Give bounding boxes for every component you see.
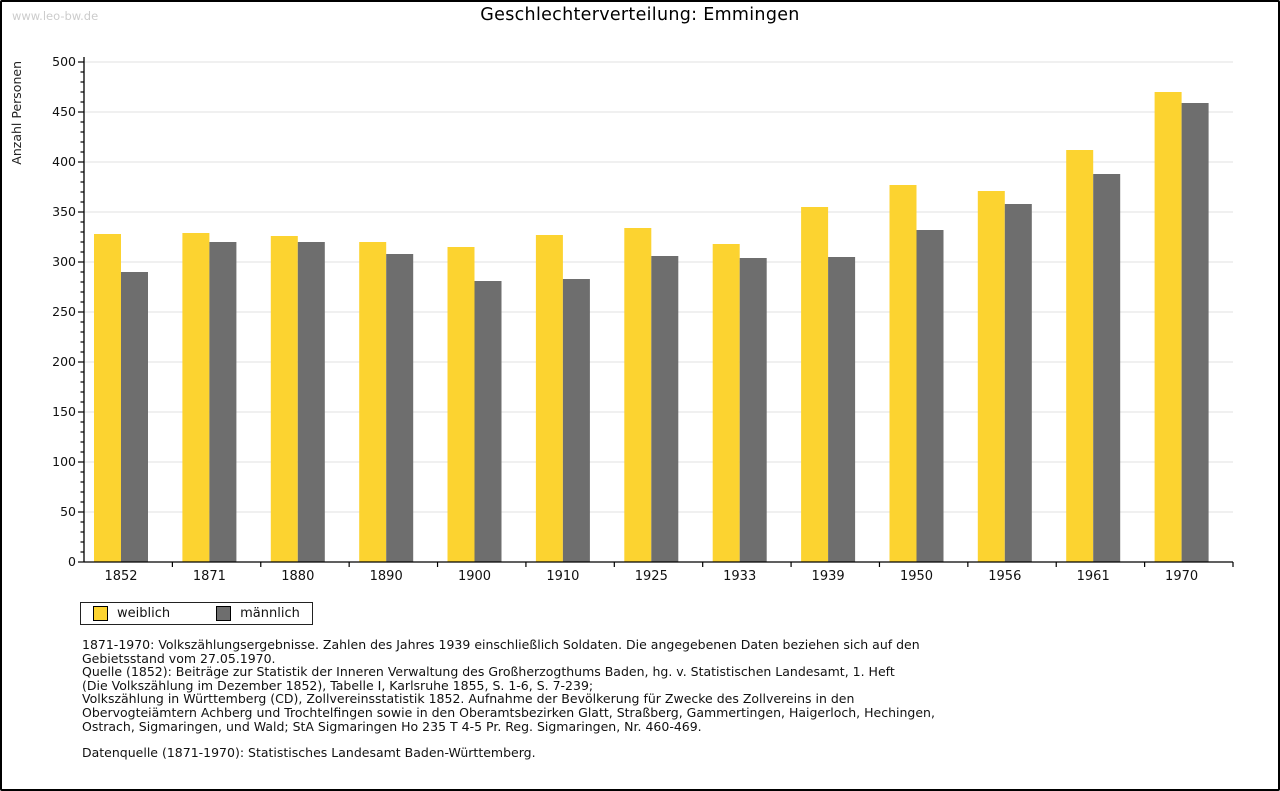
bar-weiblich-1925 — [624, 228, 652, 562]
bar-weiblich-1961 — [1066, 150, 1094, 562]
y-tick-label: 50 — [60, 504, 76, 519]
bar-chart: 0 50 100 150 200 250 300 350 400 450 500 1852 1871 18… — [52, 54, 1234, 584]
bar-weiblich-1933 — [712, 244, 740, 562]
y-tick-label: 0 — [68, 554, 76, 569]
bar-weiblich-1890 — [359, 242, 387, 562]
bar-maennlich-1970 — [1181, 103, 1209, 562]
page-title: Geschlechterverteilung: Emmingen — [480, 5, 800, 25]
bar-weiblich-1970 — [1154, 92, 1182, 562]
legend-swatch-maennlich — [216, 606, 232, 621]
source-line: Quelle (1852): Beiträge zur Statistik de… — [82, 664, 895, 680]
legend-item-maennlich: männlich — [216, 606, 300, 621]
x-tick-label: 1852 — [104, 569, 137, 584]
bar-maennlich-1890 — [386, 254, 414, 562]
x-tick-label: 1925 — [635, 569, 668, 584]
source-line: (Die Volkszählung im Dezember 1852), Tab… — [82, 677, 594, 693]
datasource-line: Datenquelle (1871-1970): Statistisches L… — [82, 745, 536, 761]
bar-weiblich-1910 — [535, 235, 563, 562]
y-tick-label: 200 — [52, 354, 76, 369]
x-tick-label: 1933 — [723, 569, 756, 584]
bar-maennlich-1961 — [1093, 174, 1121, 562]
y-tick-label: 450 — [52, 104, 76, 119]
y-tick-label: 150 — [52, 404, 76, 419]
bar-maennlich-1871 — [209, 242, 237, 562]
bar-weiblich-1871 — [182, 233, 210, 562]
bar-maennlich-1925 — [651, 256, 679, 562]
y-tick-label: 250 — [52, 304, 76, 319]
x-tick-label: 1871 — [193, 569, 226, 584]
source-line: Obervogteiämtern Achberg und Trochtelfin… — [82, 704, 935, 720]
x-tick-label: 1900 — [458, 569, 491, 584]
source-line: Ostrach, Sigmaringen, und Wald; StA Sigm… — [82, 718, 702, 734]
bar-maennlich-1880 — [297, 242, 325, 562]
legend-swatch-weiblich — [93, 606, 108, 621]
legend: weiblich männlich — [80, 602, 313, 625]
x-tick-label: 1939 — [812, 569, 845, 584]
legend-item-weiblich: weiblich — [93, 606, 170, 621]
bar-weiblich-1852 — [94, 234, 121, 562]
x-tick-label: 1910 — [546, 569, 579, 584]
legend-label: weiblich — [117, 606, 171, 621]
bar-maennlich-1950 — [916, 230, 944, 562]
source-notes: 1871-1970: Volkszählungsergebnisse. Zahl… — [82, 638, 1202, 760]
y-tick-label: 350 — [52, 204, 76, 219]
x-tick-label: 1950 — [900, 569, 933, 584]
source-line: Gebietsstand vom 27.05.1970. — [82, 650, 276, 666]
y-tick-label: 400 — [52, 154, 76, 169]
y-tick-label: 500 — [52, 54, 76, 69]
bar-weiblich-1956 — [977, 191, 1005, 562]
bar-weiblich-1900 — [447, 247, 475, 562]
y-tick-label: 300 — [52, 254, 76, 269]
bar-weiblich-1950 — [889, 185, 917, 562]
bar-maennlich-1852 — [121, 272, 148, 562]
x-tick-label: 1880 — [281, 569, 314, 584]
legend-label: männlich — [240, 606, 300, 621]
bar-weiblich-1880 — [270, 236, 298, 562]
bar-maennlich-1939 — [828, 257, 856, 562]
x-tick-label: 1956 — [988, 569, 1021, 584]
x-tick-label: 1890 — [370, 569, 403, 584]
bar-maennlich-1910 — [562, 279, 590, 562]
bar-maennlich-1956 — [1004, 204, 1032, 562]
bar-weiblich-1939 — [801, 207, 829, 562]
bar-maennlich-1900 — [474, 281, 502, 562]
x-tick-label: 1970 — [1165, 569, 1198, 584]
source-lines: 1871-1970: Volkszählungsergebnisse. Zahl… — [82, 638, 1202, 733]
source-line: 1871-1970: Volkszählungsergebnisse. Zahl… — [82, 637, 920, 652]
source-line: Volkszählung in Württemberg (CD), Zollve… — [82, 691, 855, 707]
bar-maennlich-1933 — [739, 258, 767, 562]
watermark: www.leo-bw.de — [12, 9, 99, 23]
y-tick-label: 100 — [52, 454, 76, 469]
x-tick-label: 1961 — [1077, 569, 1110, 584]
